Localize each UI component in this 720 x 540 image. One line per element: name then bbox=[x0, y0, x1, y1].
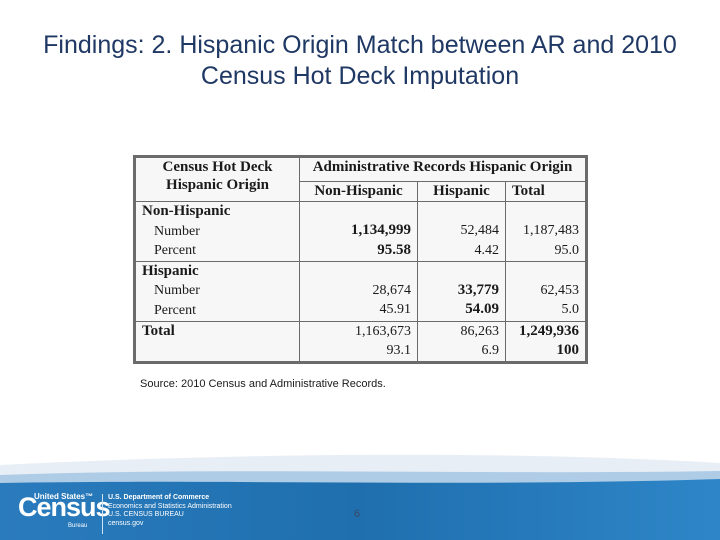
footer-wave-graphic bbox=[0, 454, 720, 540]
cell-t-nh: 1,163,673 93.1 bbox=[299, 320, 418, 363]
cell-value: 1,187,483 bbox=[523, 223, 579, 238]
row-stub-non-hispanic: Non-Hispanic Number Percent bbox=[135, 201, 300, 262]
slide-title: Findings: 2. Hispanic Origin Match betwe… bbox=[43, 31, 677, 90]
cell-h-total: 62,453 5.0 bbox=[505, 260, 586, 322]
cell-value: 54.09 bbox=[465, 301, 499, 318]
col-header-non-hispanic: Non-Hispanic bbox=[299, 181, 418, 202]
row-label-non-hispanic: Non-Hispanic bbox=[142, 203, 231, 219]
cell-value: 6.9 bbox=[481, 343, 500, 359]
cell-value: 93.1 bbox=[386, 343, 412, 359]
cell-value: 52,484 bbox=[460, 223, 500, 238]
row-label-hispanic: Hispanic bbox=[142, 262, 199, 279]
cell-value: 28,674 bbox=[372, 282, 412, 298]
row-sublabel-number: Number bbox=[154, 283, 200, 299]
cell-value: 45.91 bbox=[379, 302, 412, 318]
cell-value: 86,263 bbox=[460, 323, 500, 339]
group-header: Administrative Records Hispanic Origin bbox=[299, 157, 586, 182]
row-sublabel-percent: Percent bbox=[154, 302, 196, 318]
footer-band bbox=[0, 445, 720, 540]
cell-value: 95.0 bbox=[554, 242, 580, 258]
stub-header: Census Hot Deck Hispanic Origin bbox=[135, 157, 300, 202]
row-sublabel-percent: Percent bbox=[154, 243, 196, 258]
table-row-total: Total 1,163,673 93.1 86,263 6.9 1,249,93… bbox=[135, 320, 586, 363]
dept-line-4: census.gov bbox=[108, 519, 144, 527]
results-table-frame: Census Hot Deck Hispanic Origin Administ… bbox=[133, 155, 588, 364]
cell-h-h: 33,779 54.09 bbox=[417, 260, 506, 322]
dept-line-3: U.S. CENSUS BUREAU bbox=[108, 511, 184, 518]
cell-value: 1,134,999 bbox=[351, 222, 411, 238]
cell-value: 33,779 bbox=[457, 281, 499, 298]
cell-value: 1,249,936 bbox=[519, 322, 579, 339]
col-header-total: Total bbox=[505, 181, 586, 202]
department-block: U.S. Department of Commerce Economics an… bbox=[108, 494, 232, 528]
logo-united-states: United States™ bbox=[34, 492, 94, 501]
cell-t-h: 86,263 6.9 bbox=[417, 320, 506, 363]
cell-nh-h: 52,484 4.42 bbox=[417, 201, 506, 262]
row-stub-total: Total bbox=[135, 320, 300, 363]
dept-line-2: Economics and Statistics Administration bbox=[108, 502, 232, 510]
cell-value: 5.0 bbox=[561, 302, 580, 318]
cell-value: 100 bbox=[556, 342, 580, 359]
cell-value: 62,453 bbox=[540, 282, 580, 298]
census-logo: Census bbox=[18, 492, 111, 522]
cell-value: 4.42 bbox=[474, 242, 500, 258]
col-header-hispanic: Hispanic bbox=[417, 181, 506, 202]
row-label-total: Total bbox=[142, 322, 175, 339]
logo-divider bbox=[102, 494, 103, 534]
cell-value: 95.58 bbox=[377, 241, 411, 258]
source-note: Source: 2010 Census and Administrative R… bbox=[140, 378, 386, 390]
table-row-hispanic: Hispanic Number Percent 28,674 45.91 33,… bbox=[135, 260, 586, 322]
results-table: Census Hot Deck Hispanic Origin Administ… bbox=[135, 157, 586, 363]
logo-bureau: Bureau bbox=[68, 523, 88, 529]
dept-line-1: U.S. Department of Commerce bbox=[108, 494, 210, 501]
page-number: 6 bbox=[354, 508, 361, 520]
row-sublabel-number: Number bbox=[154, 223, 200, 239]
row-stub-hispanic: Hispanic Number Percent bbox=[135, 260, 300, 322]
cell-nh-nh: 1,134,999 95.58 bbox=[299, 201, 418, 262]
cell-value: 1,163,673 bbox=[355, 323, 411, 339]
table-row-non-hispanic: Non-Hispanic Number Percent 1,134,999 95… bbox=[135, 201, 586, 262]
cell-t-total: 1,249,936 100 bbox=[505, 320, 586, 363]
cell-h-nh: 28,674 45.91 bbox=[299, 260, 418, 322]
cell-nh-total: 1,187,483 95.0 bbox=[505, 201, 586, 262]
